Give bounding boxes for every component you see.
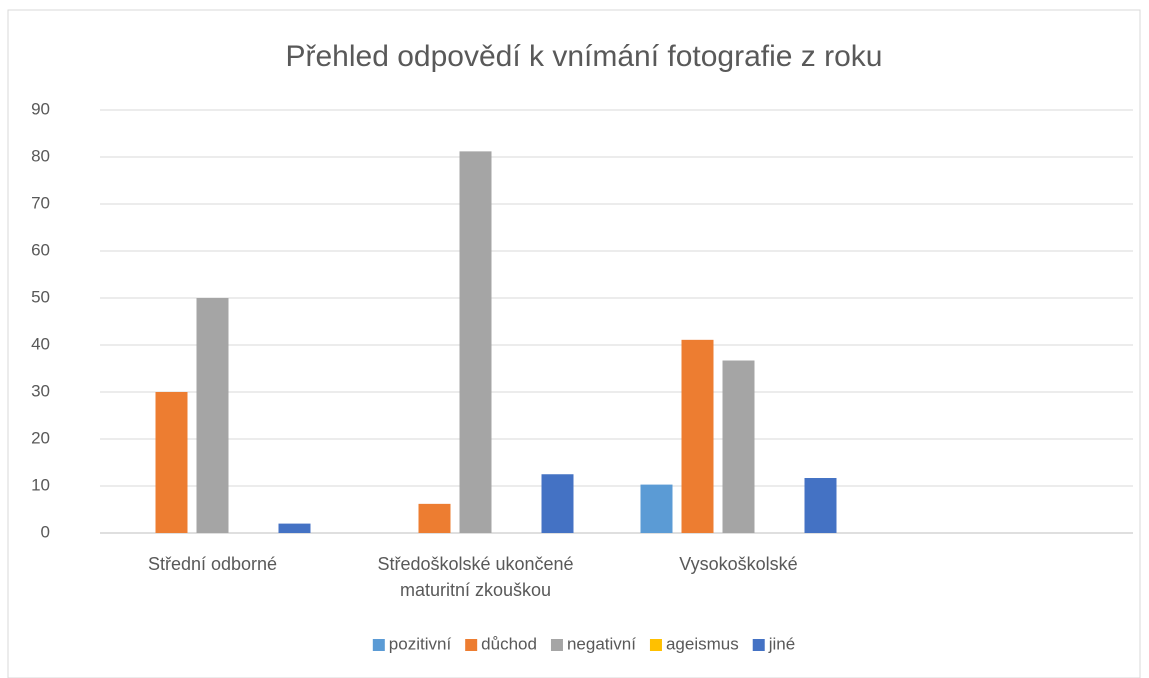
- x-tick-label: Středoškolské ukončené maturitní zkouškou: [377, 554, 573, 600]
- legend-label: jiné: [768, 634, 795, 653]
- legend-label: pozitivní: [389, 634, 452, 653]
- bar: [722, 360, 755, 533]
- bar: [640, 484, 673, 533]
- legend-swatch: [752, 639, 765, 651]
- bar: [418, 503, 451, 533]
- x-tick-label: Střední odborné: [148, 554, 277, 574]
- legend-label: negativní: [567, 634, 636, 653]
- y-tick-label: 80: [31, 146, 50, 165]
- bar: [459, 151, 492, 534]
- y-tick-label: 20: [31, 428, 50, 447]
- y-tick-label: 60: [31, 240, 50, 259]
- legend-label: ageismus: [666, 634, 739, 653]
- y-tick-label: 70: [31, 193, 50, 212]
- bar: [804, 478, 837, 533]
- y-tick-label: 0: [41, 522, 50, 541]
- legend-label: důchod: [481, 634, 537, 653]
- legend-swatch: [649, 639, 662, 651]
- y-tick-label: 50: [31, 287, 50, 306]
- bar: [541, 474, 574, 533]
- legend: pozitivní důchod negativní ageismus jiné: [372, 634, 795, 653]
- bar: [196, 298, 229, 533]
- x-tick-label: Vysokoškolské: [679, 554, 797, 574]
- bar: [278, 523, 311, 533]
- legend-swatch: [465, 639, 478, 651]
- y-tick-label: 90: [31, 99, 50, 118]
- legend-swatch: [372, 639, 385, 651]
- y-tick-label: 40: [31, 334, 50, 353]
- bar: [155, 392, 188, 533]
- y-tick-label: 30: [31, 381, 50, 400]
- chart-title: Přehled odpovědí k vnímání fotografie z …: [285, 40, 882, 73]
- y-tick-label: 10: [31, 475, 50, 494]
- bar: [681, 339, 714, 533]
- legend-swatch: [550, 639, 563, 651]
